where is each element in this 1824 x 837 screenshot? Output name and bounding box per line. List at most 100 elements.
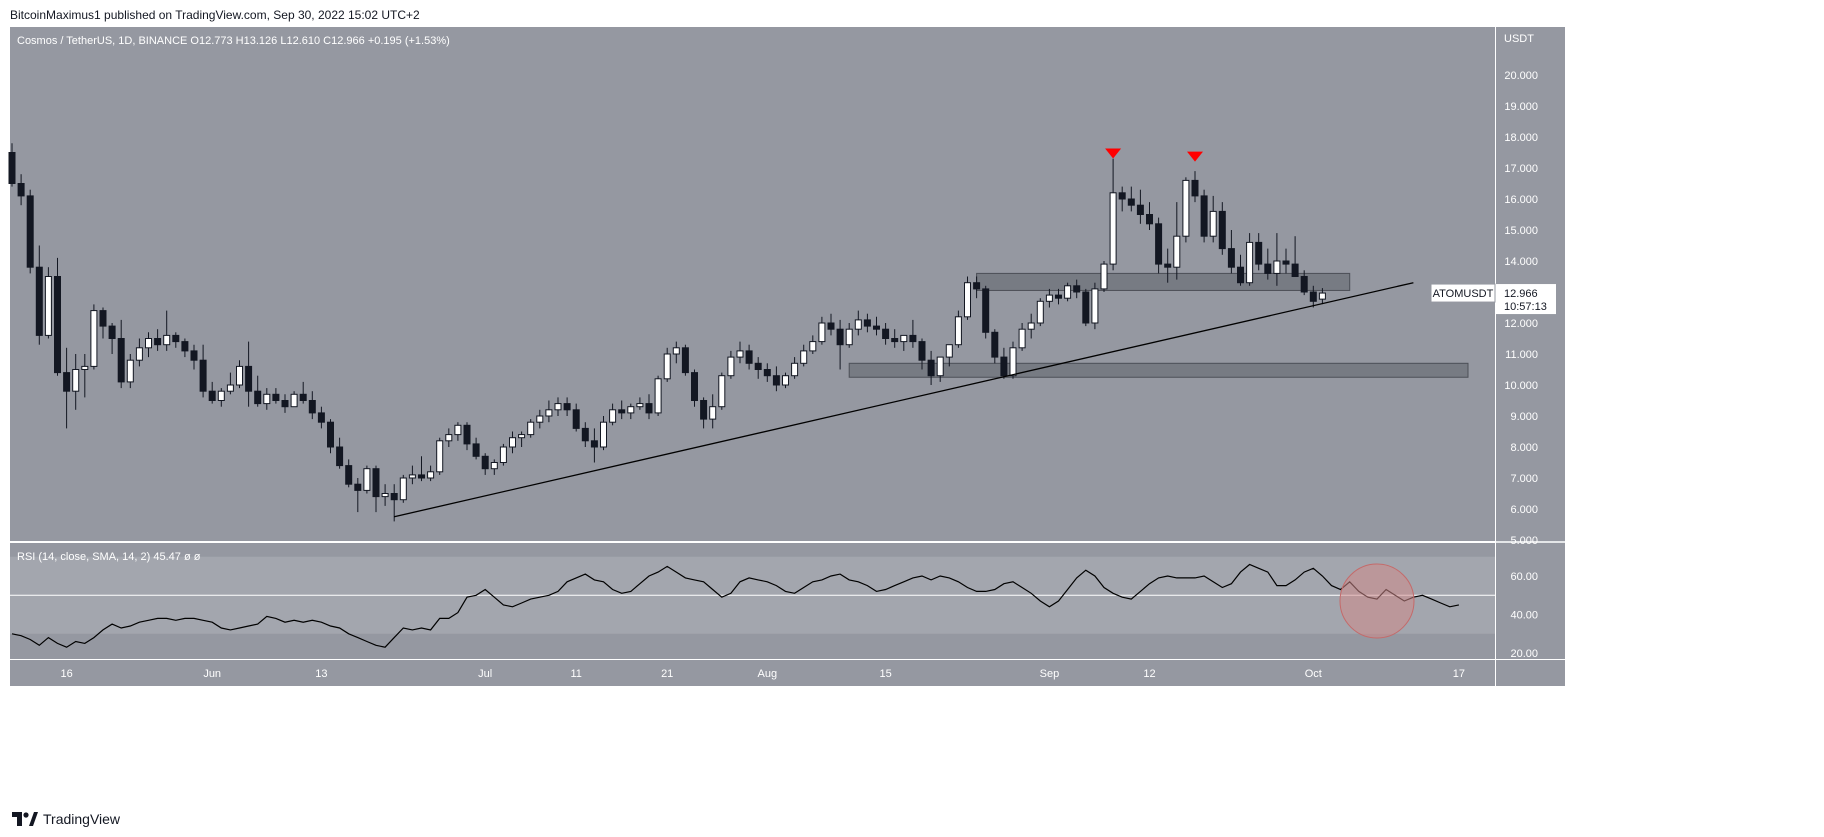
legend-layer: Cosmos / TetherUS, 1D, BINANCE O12.773 H…	[17, 35, 450, 563]
candle	[763, 363, 771, 382]
price-tag-box	[1496, 284, 1556, 315]
candle-body	[490, 462, 498, 470]
candle	[408, 465, 416, 485]
candle-body	[1291, 263, 1299, 278]
candle	[545, 400, 553, 423]
candle-body	[135, 347, 143, 361]
candle-body	[800, 350, 808, 364]
candle-body	[327, 421, 334, 448]
candle-body	[945, 344, 953, 358]
candle-body	[536, 415, 544, 423]
close-value: 12.966	[331, 35, 368, 47]
candle-body	[99, 310, 107, 327]
high-value: 13.126	[244, 35, 281, 47]
candle	[1309, 285, 1317, 308]
candle-body	[1118, 192, 1126, 200]
open-value: 12.773	[199, 35, 236, 47]
candle	[1246, 233, 1254, 286]
footer-brand[interactable]: TradingView	[12, 808, 120, 830]
ticker-tag-box	[1430, 283, 1496, 303]
candle	[809, 335, 817, 354]
candle	[700, 397, 708, 429]
candle-body	[390, 493, 398, 501]
candle-body	[17, 183, 25, 197]
candle-body	[1200, 195, 1208, 237]
candle	[1200, 189, 1208, 243]
candle-body	[1209, 210, 1217, 237]
candle	[772, 366, 780, 392]
open-label: O	[190, 35, 199, 47]
candle	[272, 388, 280, 404]
candle	[782, 372, 789, 389]
candle-body	[145, 338, 152, 349]
candle-body	[1055, 294, 1062, 299]
candle	[427, 465, 435, 482]
candle	[308, 391, 316, 420]
candle	[1082, 288, 1090, 327]
candle-body	[208, 390, 216, 402]
price-tick-label: 15.000	[1504, 225, 1538, 237]
candle-body	[554, 403, 562, 411]
candle	[1064, 282, 1072, 302]
candle	[645, 394, 653, 420]
candle	[681, 344, 689, 376]
candle-body	[1282, 260, 1290, 265]
candle	[618, 400, 626, 420]
candle-body	[672, 347, 680, 355]
candle	[90, 304, 98, 370]
candle	[290, 391, 298, 408]
candle-body	[1300, 276, 1308, 293]
candle-body	[527, 421, 535, 436]
time-tick-label: 12	[1143, 668, 1155, 680]
price-tick-label: 10.000	[1504, 380, 1538, 392]
candle	[1109, 158, 1117, 271]
candle-body	[217, 390, 225, 402]
candle-body	[454, 424, 462, 436]
candle-body	[399, 477, 407, 501]
top-marker-1	[1105, 148, 1122, 159]
candle	[1318, 288, 1326, 305]
candle-body	[1227, 248, 1235, 268]
candle	[791, 357, 799, 379]
candle	[327, 419, 334, 454]
candle-body	[1036, 300, 1044, 324]
candle	[600, 416, 607, 451]
publish-header: BitcoinMaximus1 published on TradingView…	[10, 8, 1570, 26]
ascending-support-line	[394, 282, 1414, 518]
candle	[964, 276, 971, 320]
candle-body	[1164, 263, 1172, 268]
candle	[372, 465, 380, 513]
candle	[245, 341, 253, 407]
candle-body	[1318, 292, 1326, 300]
candle-body	[354, 483, 362, 491]
candle-body	[345, 465, 353, 485]
candle	[345, 459, 353, 488]
candle-body	[445, 434, 453, 442]
candle-body	[936, 356, 944, 377]
candle-body	[627, 406, 635, 414]
price-tick-label: 19.000	[1504, 101, 1538, 113]
candle-body	[254, 390, 262, 405]
candle	[754, 357, 762, 379]
candle	[936, 356, 944, 382]
candle	[672, 341, 680, 364]
price-tick-label: 11.000	[1505, 349, 1538, 361]
price-tick-label: 17.000	[1504, 163, 1538, 175]
candle	[973, 276, 981, 299]
candle-body	[481, 455, 489, 470]
candle-body	[873, 325, 880, 330]
candle	[17, 174, 25, 206]
candle-body	[436, 440, 444, 473]
trendline-layer	[394, 148, 1414, 518]
publisher-name[interactable]: BitcoinMaximus1	[10, 8, 101, 22]
candle-body	[263, 393, 271, 405]
candle	[317, 406, 325, 429]
candle-body	[272, 393, 280, 401]
low-value: 12.610	[286, 35, 323, 47]
candle	[718, 372, 726, 410]
rsi-tick-label: 20.00	[1510, 648, 1538, 660]
candle-body	[1173, 235, 1181, 268]
price-tag-value: 12.966	[1504, 288, 1538, 300]
price-tick-label: 9.000	[1510, 411, 1538, 423]
